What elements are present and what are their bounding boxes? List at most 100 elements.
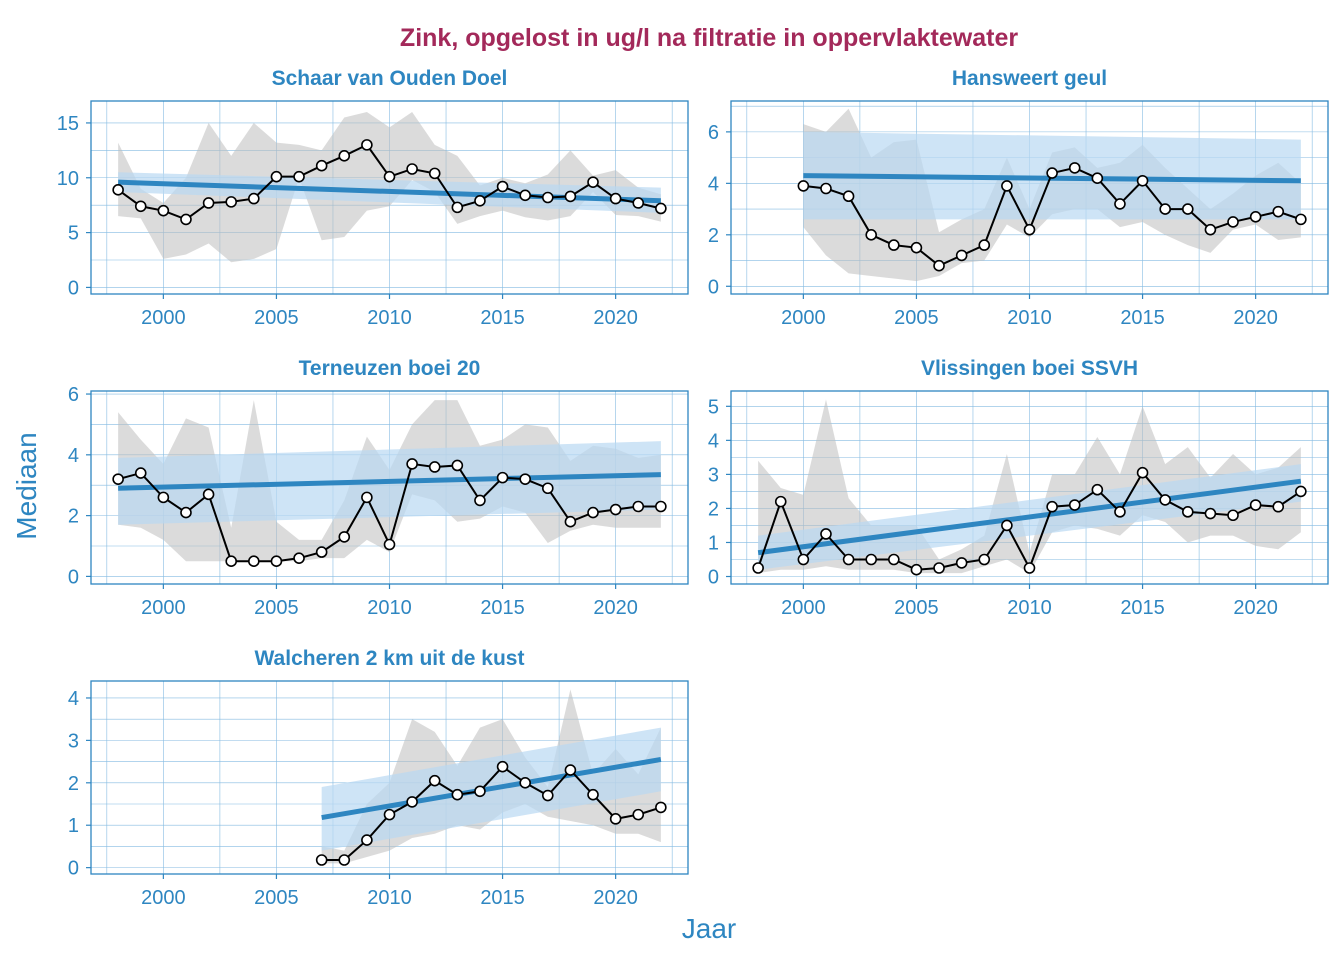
median-point — [632, 500, 645, 513]
median-point — [270, 555, 283, 568]
x-tick-label: 2000 — [141, 597, 186, 619]
x-tick-label: 2010 — [367, 887, 412, 909]
x-tick-label: 2020 — [593, 887, 638, 909]
y-tick-label: 15 — [57, 113, 79, 135]
y-tick-label: 2 — [708, 498, 719, 520]
median-point — [157, 491, 170, 504]
y-tick-label: 3 — [68, 730, 79, 752]
x-tick-label: 2015 — [480, 597, 525, 619]
median-point — [1068, 499, 1081, 511]
median-point — [774, 495, 787, 508]
median-point — [1091, 172, 1104, 184]
x-tick-label: 2005 — [254, 307, 299, 329]
panel-title: Schaar van Ouden Doel — [272, 67, 508, 90]
median-point — [406, 796, 418, 808]
median-point — [496, 760, 509, 773]
median-point — [202, 197, 215, 209]
median-point — [888, 239, 900, 251]
median-point — [406, 163, 418, 175]
y-tick-label: 1 — [68, 815, 79, 837]
median-point — [1046, 167, 1058, 179]
x-tick-label: 2000 — [781, 307, 826, 329]
x-tick-label: 2000 — [141, 887, 186, 909]
median-point — [1249, 499, 1262, 511]
median-point — [428, 774, 441, 787]
trend-line — [757, 478, 1302, 556]
median-point — [609, 503, 622, 516]
median-point — [655, 202, 667, 215]
median-point — [587, 176, 599, 188]
y-tick-label: 0 — [708, 276, 719, 298]
median-point — [1136, 174, 1149, 187]
median-point — [293, 170, 305, 183]
median-point — [1023, 562, 1036, 574]
median-point — [496, 471, 509, 484]
median-point — [1114, 198, 1126, 210]
median-point — [315, 854, 328, 866]
x-tick-label: 2010 — [367, 307, 412, 329]
median-point — [1114, 506, 1126, 518]
median-point — [383, 538, 396, 551]
chart-title: Zink, opgelost in ug/l na filtratie in o… — [400, 24, 1018, 52]
median-point — [955, 249, 968, 262]
panel-title: Vlissingen boei SSVH — [921, 357, 1138, 380]
median-point — [541, 482, 554, 495]
median-point — [293, 552, 305, 564]
median-point — [1001, 180, 1013, 192]
x-axis-label: Jaar — [682, 913, 736, 944]
median-point — [865, 553, 878, 566]
y-tick-label: 0 — [708, 567, 719, 589]
y-tick-label: 6 — [68, 384, 79, 406]
median-point — [541, 789, 554, 802]
x-tick-label: 2010 — [1007, 597, 1052, 619]
median-point — [451, 201, 464, 214]
y-tick-label: 10 — [57, 168, 79, 190]
median-point — [752, 562, 764, 574]
median-point — [1204, 507, 1217, 520]
x-tick-label: 2010 — [1007, 307, 1052, 329]
panel-title: Terneuzen boei 20 — [299, 357, 481, 380]
y-axis-label: Mediaan — [11, 432, 42, 539]
median-point — [1272, 500, 1285, 513]
median-point — [1249, 211, 1262, 223]
median-point — [496, 180, 509, 193]
y-tick-label: 6 — [708, 122, 719, 144]
x-tick-label: 2005 — [894, 307, 939, 329]
median-point — [609, 192, 622, 205]
x-tick-label: 2020 — [1233, 307, 1278, 329]
x-tick-label: 2010 — [367, 597, 412, 619]
median-point — [541, 191, 554, 204]
x-tick-label: 2015 — [480, 887, 525, 909]
y-tick-label: 4 — [708, 173, 719, 195]
median-point — [112, 473, 124, 485]
x-tick-label: 2000 — [141, 307, 186, 329]
x-tick-label: 2005 — [254, 597, 299, 619]
median-point — [428, 167, 441, 180]
median-point — [820, 528, 832, 540]
median-point — [820, 182, 832, 195]
y-tick-label: 0 — [68, 566, 79, 588]
median-point — [519, 777, 531, 789]
median-point — [474, 785, 486, 798]
median-point — [978, 239, 991, 251]
median-point — [451, 788, 464, 801]
median-point — [933, 259, 945, 272]
panel-title: Walcheren 2 km uit de kust — [255, 647, 525, 670]
x-tick-label: 2015 — [480, 307, 525, 329]
median-point — [428, 461, 441, 473]
median-point — [1181, 506, 1194, 518]
median-point — [1227, 216, 1239, 228]
median-point — [1227, 509, 1239, 522]
panel-5: Walcheren 2 km uit de kust 0 1 2 3 4 2000 2005 2… — [68, 647, 689, 909]
x-tick-label: 2000 — [781, 597, 826, 619]
median-point — [225, 196, 238, 208]
panel-title: Hansweert geul — [952, 67, 1107, 90]
median-point — [180, 506, 192, 519]
y-tick-label: 3 — [708, 464, 719, 486]
median-point — [933, 562, 945, 574]
x-tick-label: 2005 — [894, 597, 939, 619]
median-point — [564, 764, 577, 776]
median-point — [655, 801, 667, 814]
median-point — [564, 190, 577, 203]
